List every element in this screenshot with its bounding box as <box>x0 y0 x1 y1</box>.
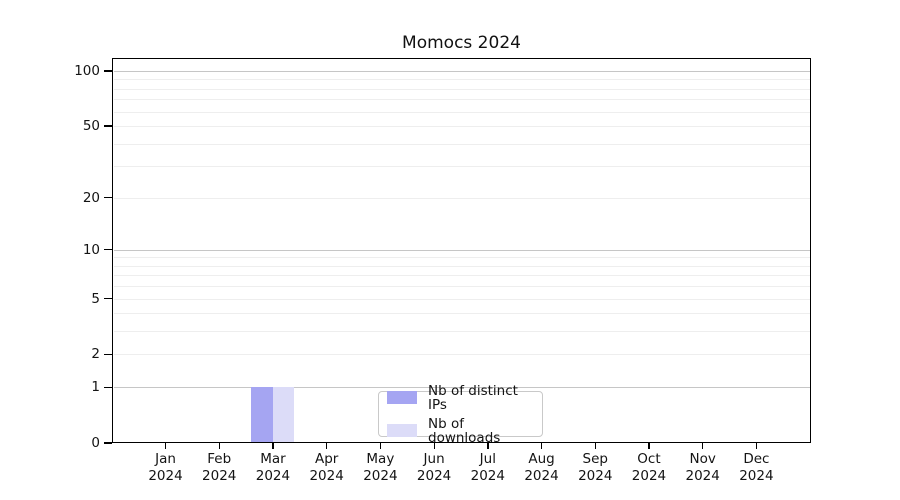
gridline-minor <box>114 79 810 81</box>
x-tick-label: Mar 2024 <box>255 451 291 484</box>
legend-entry-distinct-ips: Nb of distinct IPs <box>387 384 534 412</box>
gridline-minor <box>114 166 810 168</box>
y-tick <box>104 386 112 388</box>
x-tick <box>326 443 328 449</box>
legend-entry-downloads: Nb of downloads <box>387 417 534 445</box>
gridline-minor <box>114 331 810 333</box>
x-tick-label: Apr 2024 <box>309 451 344 484</box>
y-tick <box>104 249 112 251</box>
x-tick <box>433 443 435 449</box>
x-tick-label: Dec 2024 <box>739 451 774 484</box>
y-tick-label: 10 <box>82 241 100 258</box>
x-tick-label: Sep 2024 <box>578 451 613 484</box>
legend-label-distinct-ips: Nb of distinct IPs <box>428 382 518 413</box>
gridline-major <box>114 387 810 389</box>
gridline-minor <box>114 286 810 288</box>
x-tick-label: Aug 2024 <box>524 451 559 484</box>
y-tick <box>104 125 112 127</box>
gridline-major <box>114 70 810 72</box>
x-tick <box>755 443 758 449</box>
y-tick-label: 50 <box>82 118 100 135</box>
x-tick-label: Jun 2024 <box>416 451 452 484</box>
legend-label-downloads: Nb of downloads <box>428 415 501 446</box>
gridline-minor <box>114 354 810 356</box>
x-tick-label: Feb 2024 <box>202 451 237 484</box>
gridline-minor <box>114 88 810 90</box>
legend-swatch-downloads <box>387 424 417 437</box>
y-tick <box>104 353 112 356</box>
x-tick <box>379 443 382 449</box>
y-tick-label: 100 <box>74 62 100 79</box>
x-tick-label: Nov 2024 <box>685 451 720 484</box>
y-tick-label: 20 <box>82 189 100 206</box>
y-tick-label: 1 <box>91 379 100 396</box>
chart-title: Momocs 2024 <box>402 33 521 53</box>
gridline-minor <box>114 298 810 300</box>
gridline-minor <box>114 197 810 199</box>
gridline-minor <box>114 275 810 277</box>
x-tick <box>540 443 543 449</box>
bar-downloads <box>272 387 295 443</box>
gridline-minor <box>114 99 810 101</box>
legend-swatch-distinct-ips <box>387 391 417 404</box>
y-tick <box>104 70 112 72</box>
x-tick <box>218 443 220 449</box>
y-tick <box>104 196 112 199</box>
y-tick-label: 5 <box>91 290 100 307</box>
gridline-minor <box>114 313 810 315</box>
gridline-minor <box>114 257 810 259</box>
x-tick <box>487 443 489 449</box>
y-tick <box>104 297 112 300</box>
y-tick-label: 0 <box>91 435 100 451</box>
gridline-major <box>114 249 810 251</box>
bar-distinct-ips <box>251 387 273 443</box>
x-tick-label: Jul 2024 <box>470 451 505 484</box>
gridline-minor <box>114 265 810 267</box>
gridline-minor <box>114 111 810 113</box>
x-tick <box>272 443 274 449</box>
x-tick <box>702 443 704 449</box>
gridline-minor <box>114 143 810 145</box>
y-tick-label: 2 <box>91 346 100 363</box>
plot-area <box>112 58 811 443</box>
y-tick <box>104 442 112 444</box>
x-tick <box>164 443 167 449</box>
legend: Nb of distinct IPs Nb of downloads <box>378 384 543 445</box>
x-tick <box>594 443 596 449</box>
x-tick-label: Jan 2024 <box>148 451 183 484</box>
x-tick <box>648 443 650 449</box>
x-tick-label: May 2024 <box>363 451 398 484</box>
gridline-minor <box>114 126 810 128</box>
x-tick-label: Oct 2024 <box>631 451 667 484</box>
